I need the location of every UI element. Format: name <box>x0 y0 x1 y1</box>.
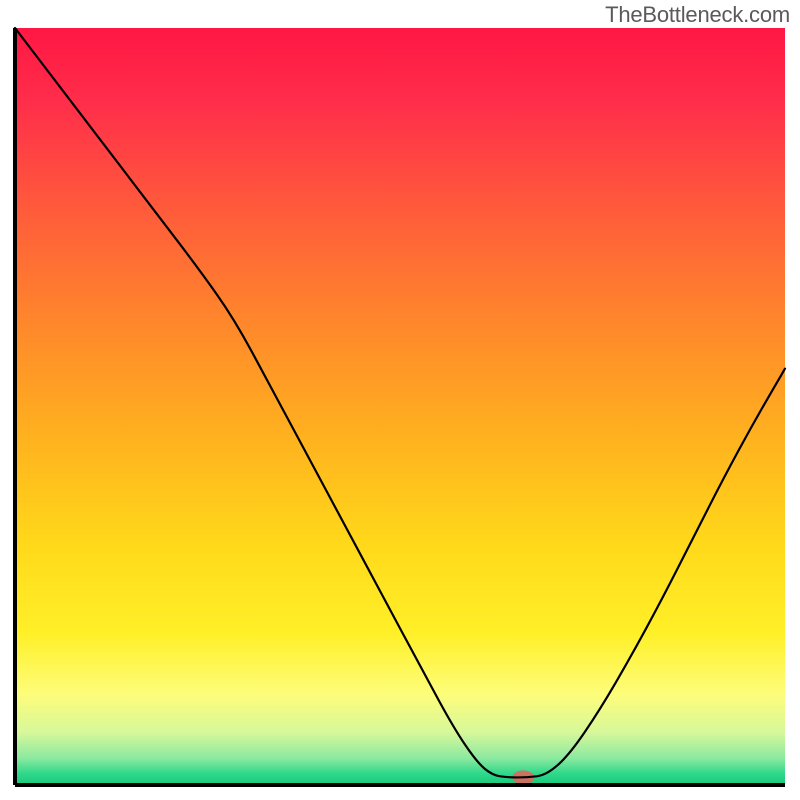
chart-frame: TheBottleneck.com <box>0 0 800 800</box>
bottleneck-chart <box>0 0 800 800</box>
plot-background <box>15 28 785 785</box>
